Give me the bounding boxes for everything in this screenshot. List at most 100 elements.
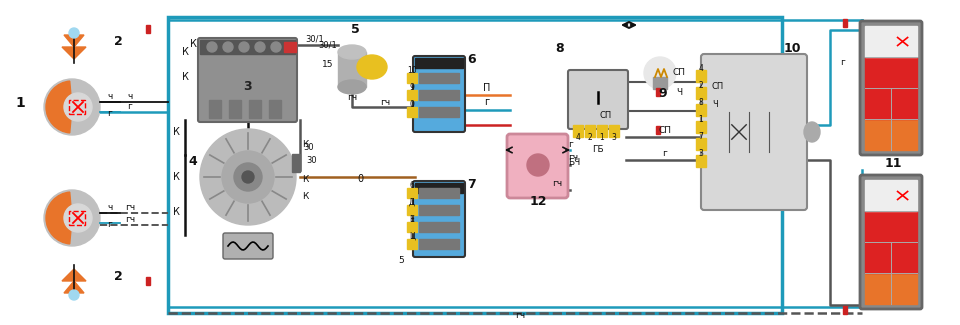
Text: 10: 10 (783, 42, 801, 55)
FancyBboxPatch shape (860, 21, 922, 155)
Bar (419, 222, 459, 232)
Bar (292, 154, 300, 172)
Text: г: г (568, 140, 573, 149)
Text: ч: ч (108, 203, 112, 212)
Bar (69, 211, 85, 225)
Text: 10: 10 (407, 66, 417, 75)
Bar (146, 25, 150, 33)
Bar (407, 90, 417, 100)
Text: Ч: Ч (712, 100, 718, 109)
Ellipse shape (357, 55, 387, 79)
Text: гч: гч (380, 98, 390, 107)
Circle shape (64, 204, 92, 232)
Bar (585, 125, 595, 137)
Text: г: г (128, 102, 132, 111)
Circle shape (527, 154, 549, 176)
Text: Д: Д (409, 198, 415, 207)
Bar (696, 104, 706, 116)
Text: СП: СП (600, 111, 612, 120)
Bar (696, 87, 706, 99)
Text: 4: 4 (699, 64, 704, 73)
Text: СП: СП (712, 82, 724, 91)
Circle shape (207, 42, 217, 52)
Text: К: К (302, 140, 308, 149)
Circle shape (644, 57, 676, 89)
Bar (229, 100, 241, 118)
Text: 1: 1 (699, 115, 704, 124)
Text: г: г (108, 109, 112, 118)
Text: К: К (173, 207, 180, 217)
FancyBboxPatch shape (413, 181, 465, 257)
Bar (573, 125, 583, 137)
Bar (415, 58, 463, 68)
Bar (168, 17, 782, 313)
Bar (146, 277, 150, 285)
Text: Ц: Ц (409, 232, 415, 241)
Text: БЧ: БЧ (568, 158, 580, 167)
Bar (865, 119, 917, 150)
Text: г: г (108, 220, 112, 229)
Bar (865, 211, 917, 242)
Wedge shape (46, 192, 72, 244)
Text: ГБ: ГБ (592, 145, 604, 154)
Circle shape (44, 79, 100, 135)
FancyBboxPatch shape (701, 54, 807, 210)
Text: гч: гч (125, 215, 135, 224)
Text: К: К (173, 172, 180, 182)
Text: ч: ч (108, 92, 112, 101)
Circle shape (69, 290, 79, 300)
Bar (269, 100, 281, 118)
Text: 3: 3 (612, 133, 616, 142)
Bar (200, 40, 295, 54)
Text: П: П (483, 83, 491, 93)
Bar (419, 90, 459, 100)
Text: 7: 7 (699, 132, 704, 141)
Text: г: г (485, 97, 490, 107)
Text: 30: 30 (303, 143, 314, 152)
Text: 5: 5 (398, 256, 404, 265)
Text: К: К (173, 127, 180, 137)
Circle shape (271, 42, 281, 52)
Text: 12: 12 (529, 195, 547, 208)
FancyBboxPatch shape (568, 70, 628, 129)
Text: 0: 0 (410, 100, 415, 109)
Circle shape (200, 129, 296, 225)
Bar (865, 26, 917, 57)
Text: К: К (302, 175, 308, 184)
Bar (865, 180, 917, 211)
Bar (419, 107, 459, 117)
Text: гч: гч (568, 153, 578, 162)
FancyBboxPatch shape (223, 233, 273, 259)
FancyBboxPatch shape (507, 134, 568, 198)
Text: гч: гч (125, 203, 135, 212)
Text: 1: 1 (15, 96, 25, 110)
Bar (609, 125, 619, 137)
Bar (696, 121, 706, 133)
FancyBboxPatch shape (860, 175, 922, 309)
Bar (407, 107, 417, 117)
Bar (284, 42, 296, 52)
Ellipse shape (804, 122, 820, 142)
Text: 2: 2 (113, 270, 122, 283)
Bar (69, 100, 85, 114)
Text: 30/1: 30/1 (319, 40, 337, 49)
Bar (696, 70, 706, 82)
Text: гч: гч (552, 179, 562, 188)
Bar (419, 205, 459, 215)
Text: 11: 11 (884, 157, 901, 170)
Polygon shape (62, 269, 86, 281)
Circle shape (234, 163, 262, 191)
Bar (696, 138, 706, 150)
Bar (653, 77, 667, 89)
Text: 30/1: 30/1 (305, 34, 324, 43)
Text: К: К (302, 192, 308, 201)
Text: 8: 8 (556, 42, 564, 55)
Text: 3: 3 (699, 149, 704, 158)
Circle shape (242, 171, 254, 183)
Bar (843, 19, 847, 27)
Circle shape (64, 93, 92, 121)
Bar (407, 188, 417, 198)
Circle shape (239, 42, 249, 52)
Text: Ч: Ч (676, 88, 682, 97)
Bar (419, 73, 459, 83)
